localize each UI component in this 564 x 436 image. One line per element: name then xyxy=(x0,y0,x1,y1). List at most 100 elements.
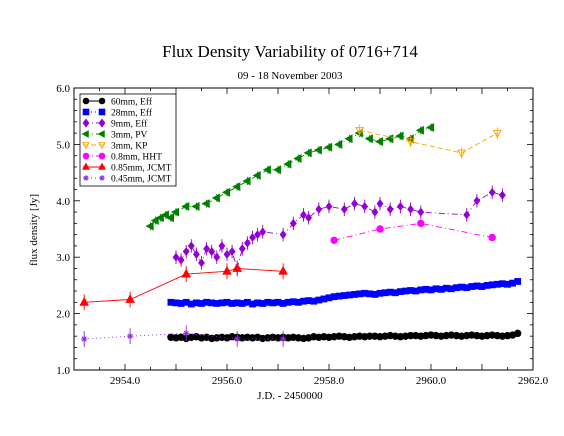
series-9mm-eff-point xyxy=(218,241,226,251)
series-3mm-pv-point xyxy=(155,213,164,223)
series-9mm-eff-point xyxy=(177,255,185,265)
series-28mm-eff xyxy=(167,278,522,308)
series-0-85mm-jcmt xyxy=(79,260,288,311)
legend-3mm-pv-label: 3mm, PV xyxy=(111,131,148,141)
series-3mm-pv-point xyxy=(201,199,210,209)
x-tick-label: 2962.0 xyxy=(518,375,549,387)
series-0-8mm-hht-point xyxy=(330,236,338,244)
series-3mm-pv-point xyxy=(283,159,292,169)
series-9mm-eff-point xyxy=(340,204,348,214)
x-axis-label: J.D. - 2450000 xyxy=(257,390,323,402)
series-3mm-pv-point xyxy=(160,210,169,220)
series-9mm-eff-point xyxy=(249,232,256,242)
series-0-45mm-jcmt-point xyxy=(234,335,241,343)
series-9mm-eff-point xyxy=(463,210,471,220)
series-3mm-pv-point xyxy=(252,170,261,180)
series-0-8mm-hht-point xyxy=(417,219,425,228)
series-3mm-pv-point xyxy=(262,165,271,175)
series-3mm-pv-point xyxy=(334,139,343,149)
series-0-45mm-jcmt-point xyxy=(126,332,134,340)
series-9mm-eff-point xyxy=(371,207,379,217)
series-9mm-eff-point xyxy=(407,204,415,214)
series-3mm-pv-point xyxy=(324,142,333,152)
series-9mm-eff-point xyxy=(182,247,190,257)
legend-0-85mm-jcmt-marker-b-point xyxy=(98,162,106,170)
legend-60mm-eff: 60mm, Eff xyxy=(82,97,153,108)
series-3mm-pv-point xyxy=(303,148,312,158)
series-9mm-eff-point xyxy=(473,196,481,206)
series-0-45mm-jcmt xyxy=(81,325,287,347)
series-0-45mm-jcmt-point xyxy=(279,335,287,343)
series-9mm-eff-point xyxy=(305,213,313,223)
series-9mm-eff-point xyxy=(254,230,262,240)
series-9mm-eff-point xyxy=(203,244,211,254)
x-tick-label: 2958.0 xyxy=(314,375,345,387)
legend-60mm-eff-marker-b-point xyxy=(98,97,106,105)
legend-28mm-eff-marker-b-point xyxy=(98,108,106,116)
series-9mm-eff-point xyxy=(300,210,307,220)
series-9mm-eff-point xyxy=(172,252,180,262)
legend-0-45mm-jcmt-marker-b-point xyxy=(99,175,105,181)
series-9mm-eff-point xyxy=(386,204,394,214)
series-9mm-eff-point xyxy=(198,258,205,268)
series-3mm-pv-point xyxy=(150,216,159,226)
series-60mm-eff-point xyxy=(514,329,522,338)
y-tick-label: 5.0 xyxy=(56,139,70,151)
series-9mm-eff-point xyxy=(238,244,246,254)
legend-9mm-eff-label: 9mm, Eff xyxy=(111,119,148,130)
y-tick-label: 1.0 xyxy=(56,365,70,377)
chart-title: Flux Density Variability of 0716+714 xyxy=(162,42,418,61)
series-9mm-eff-point xyxy=(279,230,287,240)
series-9mm-eff-point xyxy=(187,241,195,251)
series-0-85mm-jcmt-point xyxy=(278,265,288,275)
x-tick-label: 2954.0 xyxy=(110,375,141,387)
series-0-85mm-jcmt-point xyxy=(222,265,232,275)
y-tick-label: 3.0 xyxy=(56,252,70,264)
legend-9mm-eff-marker-a-point xyxy=(82,118,90,128)
legend-3mm-kp-label: 3mm, KP xyxy=(111,142,147,152)
series-3mm-pv-point xyxy=(426,123,435,132)
series-3mm-pv-point xyxy=(395,131,404,141)
series-3mm-pv-point xyxy=(211,193,220,203)
series-9mm-eff-point xyxy=(192,249,200,259)
series-9mm-eff-point xyxy=(498,190,506,200)
series-3mm-pv-point xyxy=(415,125,424,135)
series-9mm-eff-point xyxy=(376,199,384,209)
series-0-85mm-jcmt-point xyxy=(232,263,243,272)
legend-box xyxy=(79,93,177,187)
series-3mm-pv-point xyxy=(232,182,241,192)
legend-28mm-eff-marker-a-point xyxy=(82,108,90,116)
series-3mm-kp-point xyxy=(355,127,365,136)
series-0-45mm-jcmt-point xyxy=(81,335,88,343)
x-tick-label: 2956.0 xyxy=(212,375,243,387)
legend-3mm-pv-marker-a-point xyxy=(81,130,89,138)
series-9mm-eff-point xyxy=(208,247,216,257)
series-60mm-eff xyxy=(167,329,522,343)
series-0-8mm-hht xyxy=(330,219,496,244)
legend-28mm-eff-label: 28mm, Eff xyxy=(111,108,153,119)
series-0-45mm-jcmt-line xyxy=(84,332,284,340)
legend-3mm-kp-marker-b-point xyxy=(98,142,106,150)
legend-0-8mm-hht-marker-b-point xyxy=(98,152,106,160)
series-0-8mm-hht-point xyxy=(488,233,496,242)
series-9mm-eff xyxy=(172,185,506,276)
series-3mm-pv-point xyxy=(375,137,384,147)
axes-layer: 2954.0 2956.0 2958.0 2960.0 2962.0 1.0 2.0 3.0 4… xyxy=(56,83,548,387)
series-3mm-pv-point xyxy=(181,201,190,211)
series-9mm-eff-point xyxy=(351,199,358,209)
series-3mm-pv-point xyxy=(364,134,373,144)
y-tick-label: 2.0 xyxy=(56,309,70,321)
legend-3mm-kp-marker-a-point xyxy=(82,142,90,150)
series-3mm-pv-point xyxy=(222,187,231,197)
series-3mm-pv-point xyxy=(191,201,200,211)
series-0-85mm-jcmt-point xyxy=(181,268,192,278)
series-3mm-pv-point xyxy=(293,154,302,163)
series-3mm-pv-point xyxy=(273,165,282,175)
series-9mm-eff-point xyxy=(243,238,251,248)
series-9mm-eff-point xyxy=(325,201,333,211)
y-axis-label: flux density [Jy] xyxy=(28,194,40,266)
series-9mm-eff-point xyxy=(259,227,267,237)
legend-3mm-pv: 3mm, PV xyxy=(81,130,148,141)
